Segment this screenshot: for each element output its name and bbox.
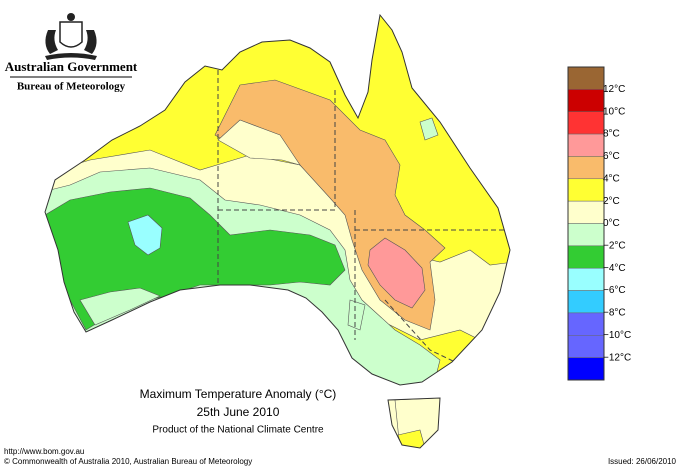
crest xyxy=(45,13,97,60)
legend-swatch xyxy=(567,89,605,112)
legend-label: −12°C xyxy=(603,352,631,363)
legend-swatch xyxy=(567,357,605,381)
legend-label: 6°C xyxy=(603,151,620,162)
legend-label: −8°C xyxy=(603,308,626,319)
bureau: Bureau of Meteorology xyxy=(17,81,126,93)
copyright: © Commonwealth of Australia 2010, Austra… xyxy=(4,457,252,466)
legend-swatch xyxy=(567,178,605,202)
legend-swatch xyxy=(567,200,605,224)
legend-label: 8°C xyxy=(603,129,620,140)
legend-swatch xyxy=(567,312,605,336)
issued: Issued: 26/06/2010 xyxy=(608,457,677,466)
legend-label: 4°C xyxy=(603,173,620,184)
region-m2-0 xyxy=(79,287,161,326)
legend-swatch xyxy=(567,66,605,90)
legend-swatch xyxy=(567,223,605,247)
legend: 12°C 10°C 8°C 6°C 4°C 2°C 0°C −2°C −4°C −6°C −8°C −… xyxy=(567,66,631,381)
region-6-8 xyxy=(367,237,426,309)
region-0-2 xyxy=(217,119,301,166)
legend-label: −4°C xyxy=(603,263,626,274)
map-date: 25th June 2010 xyxy=(197,405,280,419)
legend-swatch xyxy=(567,245,605,269)
url: http://www.bom.gov.au xyxy=(4,447,84,456)
government: Australian Government xyxy=(5,59,138,74)
coastline xyxy=(44,13,511,449)
region-m2-0 xyxy=(419,117,439,141)
legend-swatch xyxy=(567,156,605,180)
map-title: Maximum Temperature Anomaly (°C) xyxy=(140,387,337,401)
legend-label: 10°C xyxy=(603,106,625,117)
legend-label: −10°C xyxy=(603,330,631,341)
legend-swatch xyxy=(567,267,605,291)
region-m6-m4 xyxy=(127,214,163,256)
region-m2-0 xyxy=(347,299,366,331)
legend-swatch xyxy=(567,111,605,135)
legend-label: 2°C xyxy=(603,196,620,207)
legend-label: 0°C xyxy=(603,218,620,229)
state-border xyxy=(217,70,510,363)
map-product: Product of the National Climate Centre xyxy=(152,425,324,436)
legend-swatch xyxy=(567,133,605,157)
legend-frame xyxy=(567,66,605,381)
legend-label: 12°C xyxy=(603,84,625,95)
legend-swatch xyxy=(567,290,605,314)
legend-swatch xyxy=(567,335,605,358)
legend-label: −6°C xyxy=(603,285,626,296)
legend-label: −2°C xyxy=(603,240,626,251)
